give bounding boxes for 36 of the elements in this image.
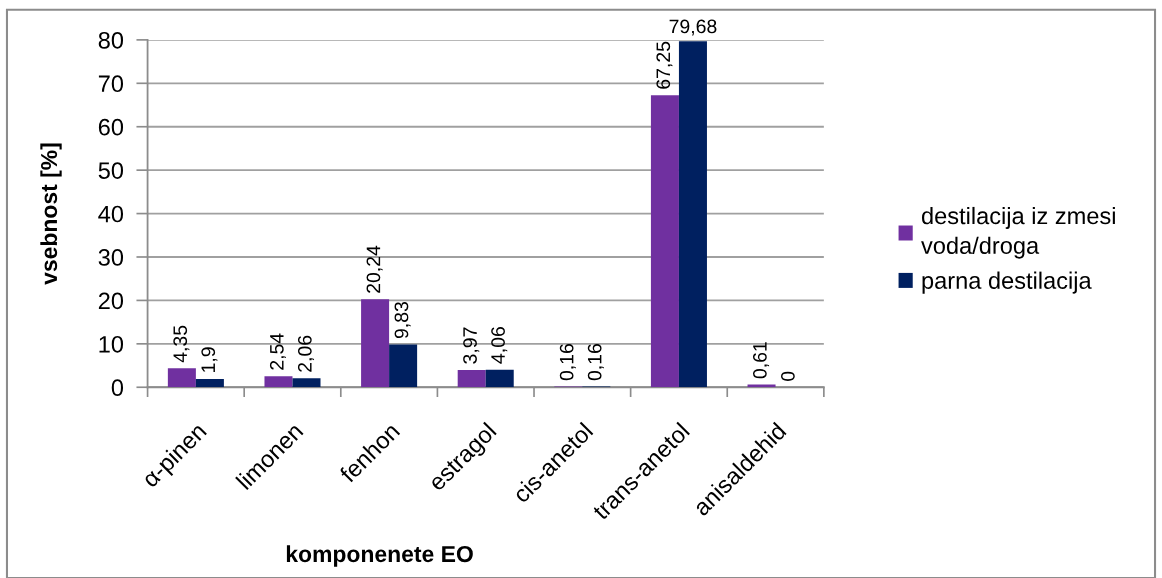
y-tick-label: 30 [98, 249, 124, 266]
bar [678, 41, 707, 388]
data-label: 67,25 [656, 41, 673, 89]
y-tick-label: 70 [98, 75, 124, 93]
data-label: 3,97 [463, 327, 480, 364]
legend-label: parna destilacija [922, 271, 1092, 294]
y-tick-label: 60 [98, 118, 124, 136]
data-label: 2,06 [297, 335, 315, 372]
bar [650, 95, 679, 388]
bar [167, 368, 196, 388]
data-label: 0,61 [752, 342, 770, 379]
y-axis-title: vsebnost [%] [40, 143, 62, 285]
data-label: 0 [781, 371, 795, 381]
data-label: 0,16 [559, 344, 576, 381]
y-tick-label: 20 [98, 292, 124, 310]
y-tick-label: 50 [98, 162, 124, 179]
data-label: 2,54 [269, 333, 286, 370]
bar [485, 369, 514, 388]
data-label: 20,24 [366, 245, 383, 293]
bar [264, 376, 293, 388]
data-label: 4,06 [491, 327, 508, 364]
bar [389, 344, 418, 388]
bar [292, 378, 321, 388]
y-tick-label: 0 [111, 379, 124, 397]
data-label: 1,9 [201, 347, 218, 372]
data-label: 9,83 [394, 302, 411, 339]
y-tick-label: 40 [98, 205, 124, 223]
data-label: 79,68 [669, 19, 717, 36]
x-axis-title: komponenete EO [286, 545, 473, 567]
data-label: 4,35 [173, 325, 190, 363]
y-tick-label: 80 [98, 31, 124, 49]
bar [457, 370, 486, 388]
data-label: 0,16 [587, 344, 604, 381]
bar [361, 299, 390, 388]
bar [195, 379, 224, 388]
y-tick-label: 10 [99, 335, 124, 353]
